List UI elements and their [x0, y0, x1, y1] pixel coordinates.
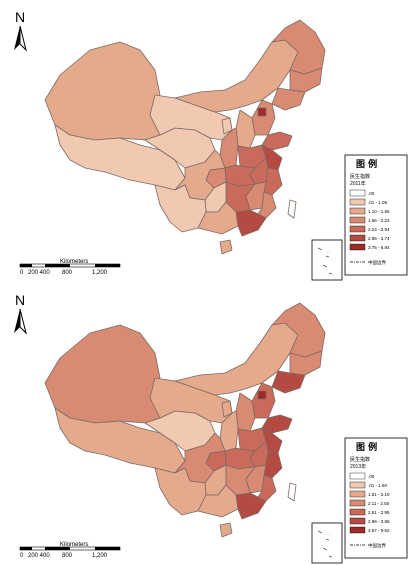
region-xinjiang[interactable] — [44, 324, 161, 424]
legend-class-label: 1.66 - 2.23 — [368, 218, 390, 223]
legend-title: 图 例 — [356, 441, 377, 453]
scale-tick-3: 1,200 — [92, 270, 108, 276]
svg-text:…: … — [326, 248, 330, 253]
legend-class-label: .00 — [368, 191, 375, 196]
legend-field: 民生指数 — [350, 456, 370, 463]
scale-tick-0: 0 — [20, 553, 24, 559]
region-guangdong[interactable] — [235, 209, 267, 237]
north-arrow-icon: N — [14, 292, 27, 335]
legend-class-label: .01 - 1.09 — [368, 200, 388, 205]
region-guangdong[interactable] — [235, 492, 267, 520]
legend-class-label: 2.24 - 2.94 — [368, 227, 390, 232]
legend-swatch — [349, 189, 366, 197]
legend-boundary-label: 中国边界 — [368, 542, 386, 549]
legend-swatch — [349, 481, 366, 489]
svg-text:…: … — [326, 531, 330, 536]
legend-swatch — [349, 198, 366, 206]
legend-swatch — [349, 508, 366, 516]
legend-title: 图 例 — [356, 158, 377, 170]
scale-bar: Kilometers 0 200 400 800 1,200 — [19, 542, 121, 559]
legend-class-label: 3.87 - 5.52 — [368, 528, 390, 533]
south-china-sea-inset: … — [311, 522, 343, 564]
map-svg: N — [14, 292, 408, 564]
legend-class-label: 1.10 - 1.65 — [368, 209, 390, 214]
legend-swatch — [349, 216, 366, 224]
legend-swatch — [349, 517, 366, 525]
legend-class-label: 2.51 - 2.95 — [368, 510, 390, 515]
scale-tick-1: 200 400 — [28, 553, 50, 559]
legend: 图 例 民生指数 2011年 .00 .01 - 1.09 1.10 - 1.6… — [344, 154, 408, 276]
scale-bar: Kilometers 0 200 400 800 1,200 — [19, 259, 121, 276]
region-hebei[interactable] — [251, 99, 276, 136]
map-panel-2013: N — [0, 283, 414, 565]
region-ningxia[interactable] — [221, 400, 233, 418]
region-shanxi[interactable] — [235, 392, 256, 432]
legend-swatch — [349, 499, 366, 507]
scale-unit: Kilometers — [60, 542, 88, 548]
region-liaoning[interactable] — [271, 370, 306, 394]
north-label: N — [15, 9, 25, 25]
legend-class-label: 1.61 - 2.10 — [368, 492, 390, 497]
scale-tick-0: 0 — [20, 270, 24, 276]
legend-swatch — [349, 234, 366, 242]
legend-class-label: .00 — [368, 474, 375, 479]
scale-unit: Kilometers — [60, 259, 88, 265]
region-taiwan[interactable] — [287, 482, 297, 502]
scale-tick-1: 200 400 — [28, 270, 50, 276]
legend-field: 民生指数 — [350, 173, 370, 180]
region-liaoning[interactable] — [271, 87, 306, 111]
legend-year: 2011年 — [350, 180, 366, 187]
legend-class-label: .01 - 1.60 — [368, 483, 388, 488]
legend-class-label: 2.11 - 2.50 — [368, 501, 390, 506]
legend-boundary-label: 中国边界 — [368, 259, 386, 266]
map-svg: N — [14, 9, 408, 281]
south-china-sea-inset: … — [311, 239, 343, 281]
region-shanxi[interactable] — [235, 109, 256, 149]
scale-tick-3: 1,200 — [92, 553, 108, 559]
map-panel-2011: N — [0, 0, 414, 282]
legend-swatch — [349, 243, 366, 251]
north-arrow-icon: N — [14, 9, 27, 52]
legend-class-label: 3.75 - 6.84 — [368, 245, 390, 250]
region-beijing[interactable] — [257, 390, 267, 400]
legend-class-label: 2.96 - 3.86 — [368, 519, 390, 524]
north-label: N — [15, 292, 25, 308]
legend: 图 例 民生指数 2013年 .00 .01 - 1.60 1.61 - 2.1… — [344, 437, 408, 559]
region-ningxia[interactable] — [221, 117, 233, 135]
region-hainan[interactable] — [219, 522, 233, 538]
legend-year: 2013年 — [350, 463, 366, 470]
region-xinjiang[interactable] — [44, 41, 161, 141]
scale-tick-2: 800 — [62, 270, 73, 276]
legend-swatch — [349, 472, 366, 480]
legend-swatch — [349, 207, 366, 215]
region-taiwan[interactable] — [287, 199, 297, 219]
legend-swatch — [349, 526, 366, 534]
legend-swatch — [349, 490, 366, 498]
legend-class-label: 2.95 - 3.74 — [368, 236, 390, 241]
legend-swatch — [349, 225, 366, 233]
region-beijing[interactable] — [257, 107, 267, 117]
region-hebei[interactable] — [251, 382, 276, 419]
region-hainan[interactable] — [219, 239, 233, 255]
scale-tick-2: 800 — [62, 553, 73, 559]
